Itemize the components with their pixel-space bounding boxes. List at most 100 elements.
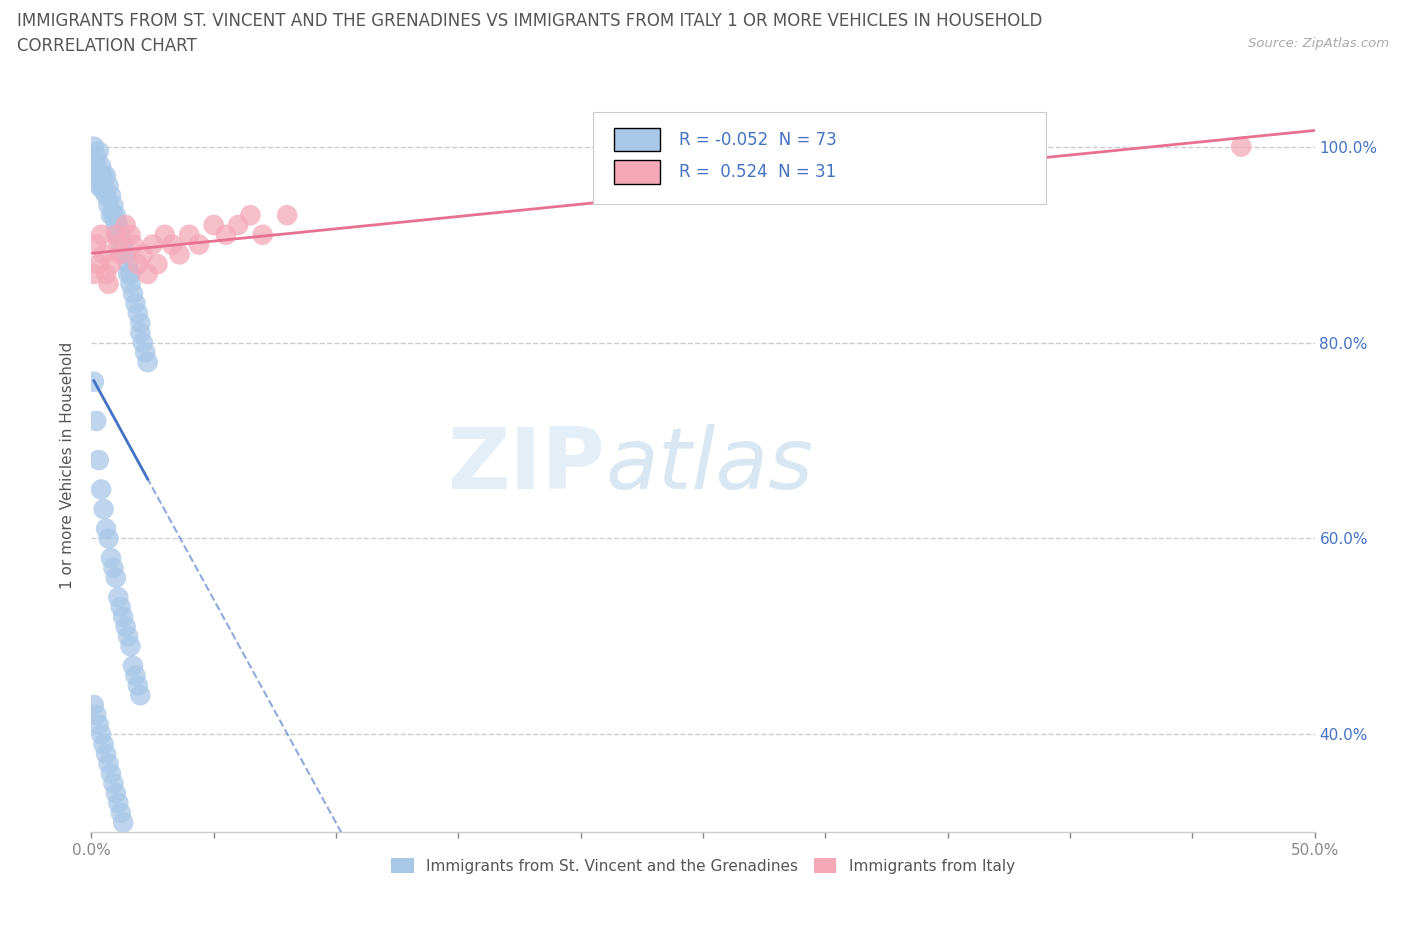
Point (127, 306, 149, 321)
Point (107, 237, 129, 252)
Point (107, 795, 129, 810)
Point (83, 374, 105, 389)
Point (90, 159, 112, 174)
Point (110, 227, 132, 242)
Legend: Immigrants from St. Vincent and the Grenadines, Immigrants from Italy: Immigrants from St. Vincent and the Gren… (385, 852, 1021, 880)
Point (129, 688, 152, 703)
Point (136, 354, 159, 369)
Point (93, 179, 115, 193)
Point (97, 756, 120, 771)
Point (100, 207, 122, 222)
Text: IMMIGRANTS FROM ST. VINCENT AND THE GRENADINES VS IMMIGRANTS FROM ITALY 1 OR MOR: IMMIGRANTS FROM ST. VINCENT AND THE GREN… (17, 12, 1042, 30)
Point (94, 747, 117, 762)
Point (93, 168, 115, 183)
Point (169, 247, 191, 262)
Point (104, 227, 127, 242)
Point (83, 140, 105, 154)
Point (87, 717, 110, 732)
Point (94, 267, 117, 282)
Point (122, 658, 145, 673)
Point (93, 737, 115, 751)
Point (117, 629, 139, 644)
Point (93, 501, 115, 516)
Point (129, 315, 152, 330)
Point (226, 218, 249, 232)
Point (110, 237, 132, 252)
Point (97, 276, 120, 291)
Point (127, 257, 149, 272)
Text: Source: ZipAtlas.com: Source: ZipAtlas.com (1249, 37, 1389, 50)
Point (112, 815, 135, 830)
Point (87, 168, 110, 183)
Point (1230, 140, 1253, 154)
Point (107, 590, 129, 604)
Point (122, 286, 145, 301)
Point (84, 149, 107, 164)
Text: ZIP: ZIP (447, 423, 605, 507)
Point (103, 776, 125, 790)
Point (103, 198, 125, 213)
Point (84, 159, 107, 174)
Point (100, 188, 122, 203)
Point (94, 188, 117, 203)
Point (141, 237, 163, 252)
Point (104, 570, 127, 585)
Point (87, 257, 110, 272)
Point (134, 345, 156, 360)
Text: R =  0.524  N = 31: R = 0.524 N = 31 (679, 163, 835, 180)
Point (97, 179, 120, 193)
Point (90, 179, 112, 193)
Point (120, 227, 142, 242)
Point (97, 198, 120, 213)
Point (103, 207, 125, 222)
Point (104, 218, 127, 232)
Point (97, 531, 120, 546)
Point (124, 668, 146, 683)
Point (132, 247, 155, 262)
Text: CORRELATION CHART: CORRELATION CHART (17, 37, 197, 55)
Point (100, 766, 122, 781)
Point (117, 257, 139, 272)
Point (276, 207, 298, 222)
Text: R = -0.052  N = 73: R = -0.052 N = 73 (679, 130, 837, 149)
Point (104, 207, 127, 222)
Point (114, 247, 136, 262)
Point (127, 678, 149, 693)
Point (94, 168, 117, 183)
Point (124, 296, 146, 311)
Point (129, 326, 152, 340)
Point (90, 482, 112, 497)
Point (87, 453, 110, 468)
Point (90, 227, 112, 242)
Point (215, 227, 238, 242)
Point (153, 227, 176, 242)
Point (202, 218, 225, 232)
Point (100, 257, 122, 272)
Text: atlas: atlas (605, 423, 813, 507)
FancyBboxPatch shape (613, 127, 661, 152)
Point (87, 179, 110, 193)
Point (160, 237, 183, 252)
Point (112, 609, 135, 624)
Point (136, 267, 159, 282)
Point (122, 237, 145, 252)
Point (107, 227, 129, 242)
Point (110, 247, 132, 262)
Point (252, 227, 274, 242)
Point (83, 267, 105, 282)
Point (112, 237, 135, 252)
Point (84, 414, 107, 429)
Point (179, 227, 201, 242)
Point (87, 144, 110, 159)
Point (94, 521, 117, 536)
Point (90, 168, 112, 183)
Point (107, 218, 129, 232)
Point (110, 600, 132, 615)
Point (104, 786, 127, 801)
Point (120, 267, 142, 282)
Point (90, 727, 112, 742)
Y-axis label: 1 or more Vehicles in Household: 1 or more Vehicles in Household (60, 341, 76, 589)
Point (239, 207, 262, 222)
Point (188, 237, 211, 252)
Point (83, 698, 105, 712)
